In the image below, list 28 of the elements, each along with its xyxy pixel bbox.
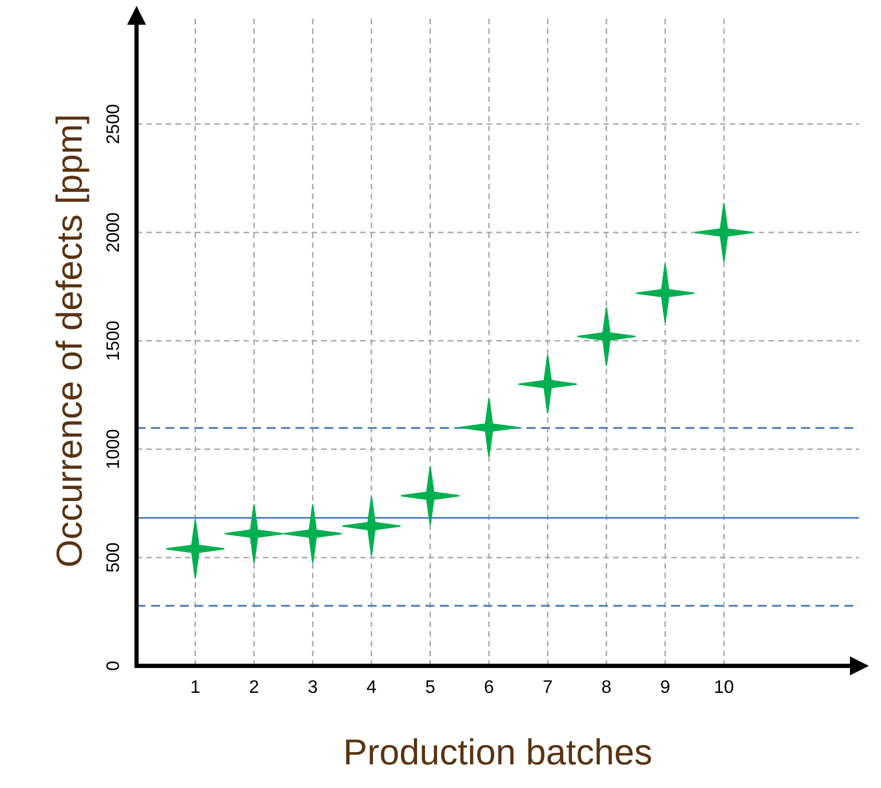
x-tick-label: 2 bbox=[250, 680, 258, 693]
point bbox=[342, 496, 401, 556]
y-tick-label: 1500 bbox=[106, 321, 120, 360]
x-tick-label: 9 bbox=[660, 680, 670, 694]
point bbox=[694, 203, 754, 262]
x-tick-label: 4 bbox=[366, 680, 376, 693]
x-tick-label: 1 bbox=[192, 680, 200, 693]
y-axis-title: Occurrence of defects [ppm] bbox=[56, 116, 90, 566]
x-tick-label: 10 bbox=[715, 680, 734, 694]
y-tick-label: 2500 bbox=[106, 104, 120, 144]
x-tick-label: 7 bbox=[544, 680, 552, 693]
point bbox=[636, 264, 694, 322]
point bbox=[283, 504, 342, 563]
x-axis-title: Production batches bbox=[346, 738, 652, 765]
y-tick-label: 0 bbox=[106, 662, 120, 670]
y-tick-label: 2000 bbox=[106, 213, 120, 252]
y-tick-label: 500 bbox=[106, 543, 120, 572]
x-tick-label: 6 bbox=[484, 680, 494, 694]
x-tick-label: 3 bbox=[308, 680, 317, 694]
point bbox=[577, 307, 636, 366]
x-tick-label: 5 bbox=[426, 680, 434, 694]
y-tick-label: 1000 bbox=[106, 430, 120, 468]
point bbox=[166, 520, 225, 578]
point bbox=[518, 354, 578, 414]
point bbox=[224, 504, 284, 563]
x-tick-label: 8 bbox=[602, 680, 611, 694]
point bbox=[400, 466, 460, 526]
point bbox=[460, 398, 518, 457]
